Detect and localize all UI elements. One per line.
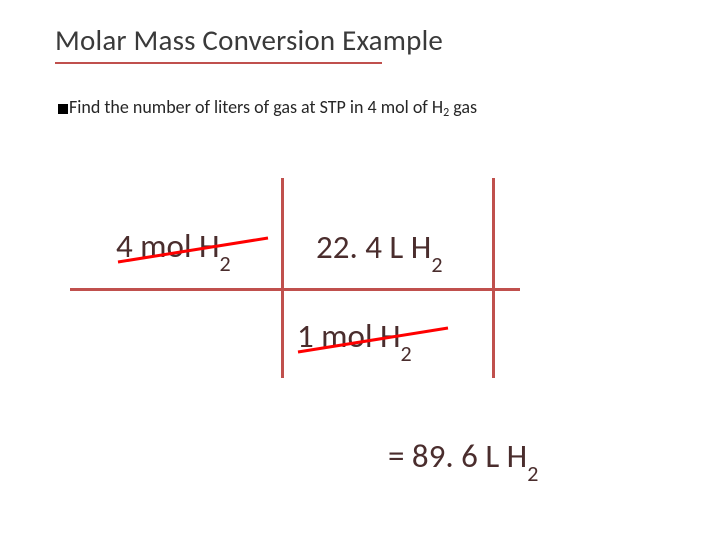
cell-bottom-right-sub: 2 xyxy=(401,340,412,367)
cell-top-left: 4 mol H2 xyxy=(116,226,231,271)
grid-horizontal-line xyxy=(70,288,520,291)
result-prefix: = 89. 6 L H xyxy=(388,436,527,476)
problem-statement: Find the number of liters of gas at STP … xyxy=(69,96,477,118)
result-text: = 89. 6 L H2 xyxy=(388,436,538,481)
slide-title: Molar Mass Conversion Example xyxy=(55,22,443,58)
cell-top-left-text: 4 mol H xyxy=(116,226,220,266)
problem-subscript: 2 xyxy=(443,106,449,120)
grid-vertical-line-2 xyxy=(492,178,495,378)
cell-top-left-sub: 2 xyxy=(220,250,231,277)
title-underline xyxy=(55,62,382,64)
bullet-square-icon xyxy=(58,104,68,114)
grid-vertical-line-1 xyxy=(281,178,284,378)
problem-tail: gas xyxy=(449,96,477,118)
cell-top-right: 22. 4 L H2 xyxy=(316,227,442,272)
cell-top-right-sub: 2 xyxy=(431,251,442,278)
cell-bottom-right-text: 1 mol H xyxy=(297,316,401,356)
result-sub: 2 xyxy=(527,460,538,487)
problem-text: Find the number of liters of gas at STP … xyxy=(69,96,443,118)
cell-top-right-text: 22. 4 L H xyxy=(316,227,431,267)
cell-bottom-right: 1 mol H2 xyxy=(297,316,412,361)
